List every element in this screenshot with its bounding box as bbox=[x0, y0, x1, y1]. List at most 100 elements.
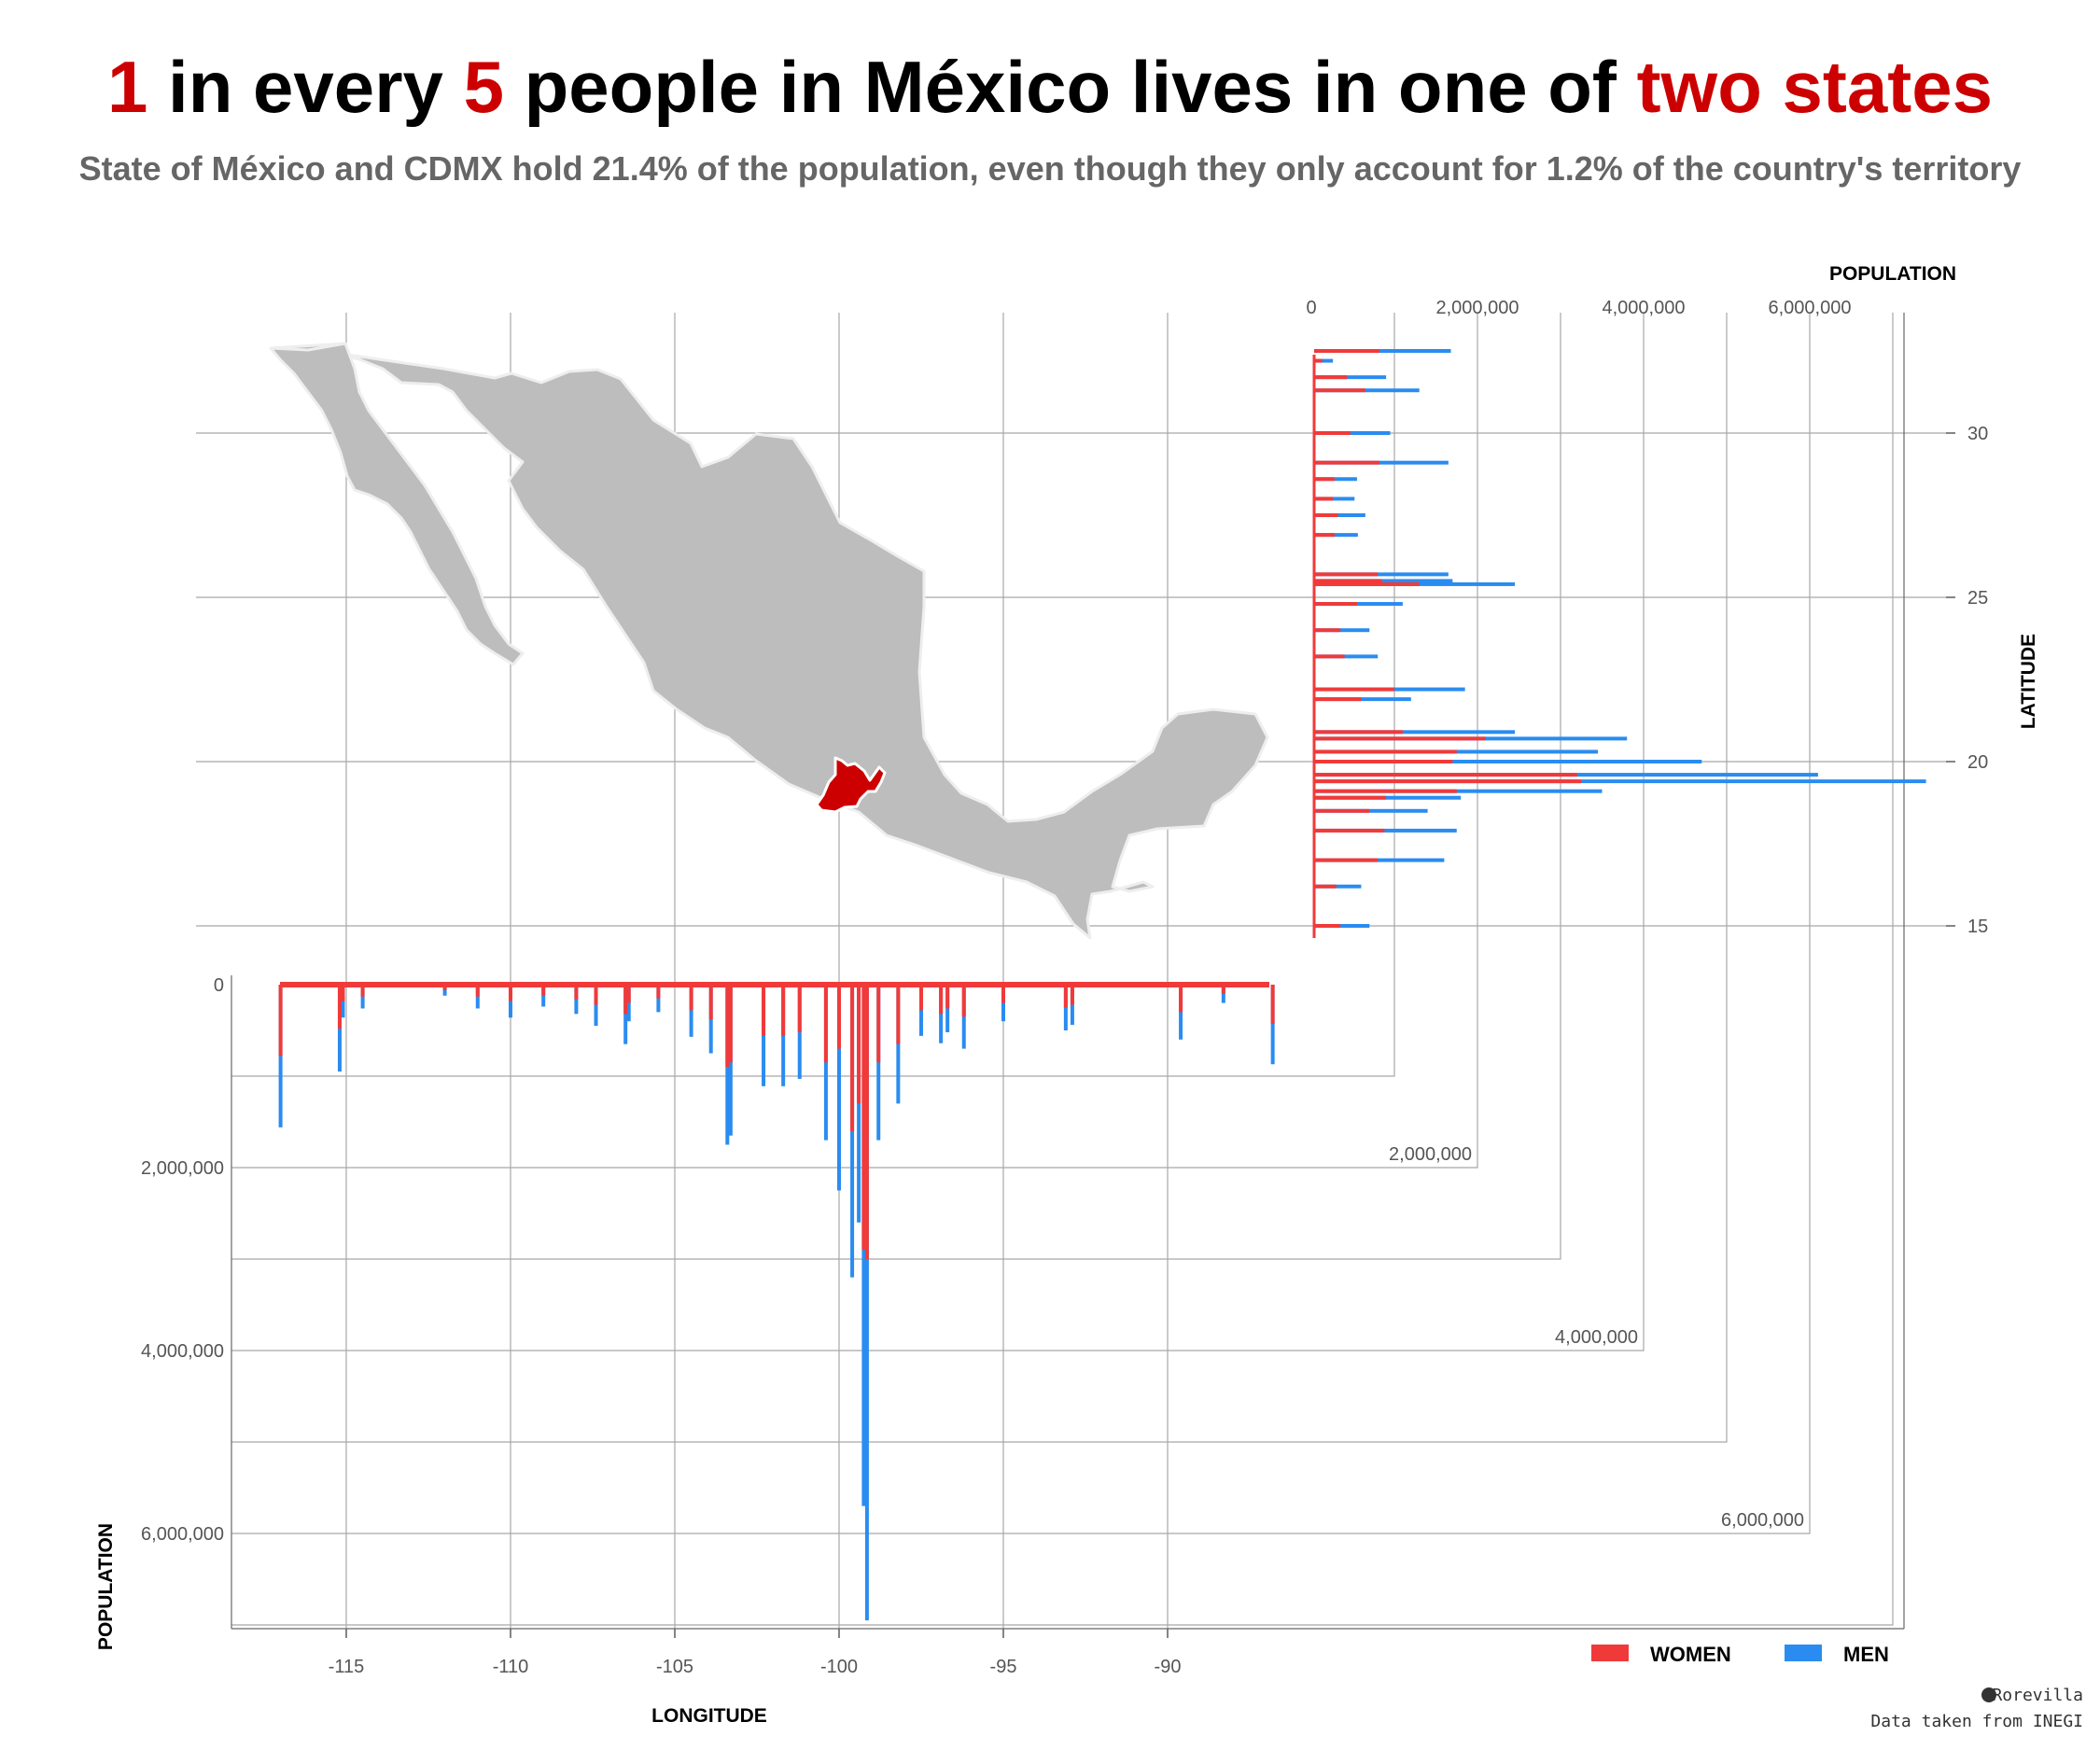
grid-line-pop bbox=[231, 313, 1894, 1626]
bar-men-lon bbox=[837, 985, 841, 1191]
grid-line-pop bbox=[231, 313, 1811, 1534]
population-axis-title-top: POPULATION bbox=[1829, 263, 1956, 285]
tick-label-lat: 15 bbox=[1967, 917, 1988, 937]
bar-women-lat bbox=[1314, 431, 1351, 435]
tick-label-pop-bottom: 2,000,000 bbox=[141, 1158, 224, 1179]
bar-men-lat bbox=[1314, 349, 1451, 353]
bar-men-lat bbox=[1314, 358, 1334, 363]
bar-women-lat bbox=[1314, 773, 1577, 777]
bar-women-lat bbox=[1314, 760, 1453, 763]
bar-women-lon bbox=[945, 985, 950, 1009]
bar-women-lon bbox=[509, 985, 512, 1001]
bar-men-lon bbox=[689, 985, 693, 1037]
bar-women-lat bbox=[1314, 808, 1370, 813]
bar-women-lat bbox=[1314, 579, 1382, 583]
bar-women-lon bbox=[864, 985, 869, 1259]
bar-men-lat bbox=[1314, 497, 1355, 501]
legend: WOMEN MEN bbox=[1591, 1643, 1889, 1666]
bar-men-lat bbox=[1314, 795, 1462, 800]
bar-women-lon bbox=[623, 985, 628, 1015]
bar-women-lat bbox=[1314, 779, 1582, 784]
bar-men-lat bbox=[1314, 884, 1362, 889]
bar-men-lat bbox=[1314, 431, 1391, 435]
legend-men-swatch bbox=[1785, 1645, 1822, 1661]
bar-women-lon bbox=[861, 985, 866, 1251]
bar-women-lat bbox=[1314, 375, 1348, 380]
tick-label-lon: -105 bbox=[656, 1657, 693, 1677]
tick-label-lat: 25 bbox=[1967, 588, 1988, 609]
bar-women-lat bbox=[1314, 828, 1385, 833]
bar-women-lon bbox=[961, 985, 966, 1017]
credit-author: Rorevilla bbox=[1992, 1686, 2083, 1705]
grid-lines bbox=[196, 313, 1955, 1638]
tick-label-pop-corner: 4,000,000 bbox=[1555, 1327, 1638, 1348]
bar-women-lon bbox=[656, 985, 661, 999]
bar-women-lon bbox=[1270, 985, 1275, 1025]
bar-women-lon bbox=[850, 985, 855, 1131]
bar-women-lon bbox=[574, 985, 579, 1000]
chart-subtitle: State of México and CDMX hold 21.4% of t… bbox=[78, 149, 2022, 188]
bar-men-lat bbox=[1314, 375, 1387, 380]
bar-women-lon bbox=[689, 985, 693, 1011]
legend-women-label: WOMEN bbox=[1650, 1643, 1731, 1666]
tick-label-lon: -100 bbox=[820, 1657, 858, 1677]
longitude-axis-title: LONGITUDE bbox=[651, 1705, 767, 1727]
bar-men-lat bbox=[1314, 654, 1379, 659]
tick-label-lon: -95 bbox=[990, 1657, 1017, 1677]
bar-women-lat bbox=[1314, 795, 1387, 800]
bar-men-lat bbox=[1314, 697, 1411, 702]
tick-label-pop-bottom: 4,000,000 bbox=[141, 1341, 224, 1362]
bar-men-lat bbox=[1314, 533, 1358, 538]
bar-women-lat bbox=[1314, 749, 1457, 754]
bar-men-lat bbox=[1314, 760, 1702, 763]
bar-women-lon bbox=[541, 985, 546, 996]
bar-women-lon bbox=[278, 985, 283, 1057]
bar-women-lat bbox=[1314, 924, 1341, 928]
bar-women-lat bbox=[1314, 884, 1337, 889]
tick-label-pop-corner: 2,000,000 bbox=[1389, 1144, 1472, 1165]
bar-women-lat bbox=[1314, 730, 1403, 735]
bar-men-lat bbox=[1314, 828, 1457, 833]
title-two-states: two states bbox=[1636, 46, 1993, 128]
bar-women-lat bbox=[1314, 533, 1335, 538]
bar-men-lat bbox=[1314, 572, 1449, 577]
tick-label-lat: 20 bbox=[1967, 752, 1988, 773]
bar-women-lat bbox=[1314, 858, 1379, 862]
tick-label-lon: -110 bbox=[493, 1657, 529, 1677]
title-part-2: in every bbox=[147, 46, 464, 128]
bar-women-lat bbox=[1314, 572, 1379, 577]
bar-women-lon bbox=[823, 985, 828, 1063]
bar-women-lon bbox=[857, 985, 861, 1104]
tick-label-lat: 30 bbox=[1967, 424, 1988, 444]
bar-men-lat bbox=[1314, 602, 1403, 607]
tick-label-pop-bottom: 0 bbox=[214, 975, 224, 996]
title-number-1: 1 bbox=[107, 46, 148, 128]
bar-women-lat bbox=[1314, 697, 1362, 702]
github-icon bbox=[1981, 1687, 1996, 1702]
bar-women-lat bbox=[1314, 789, 1457, 793]
title-number-5: 5 bbox=[463, 46, 504, 128]
bar-women-lat bbox=[1314, 358, 1323, 363]
bar-men-lat bbox=[1314, 513, 1365, 517]
bar-women-lon bbox=[475, 985, 480, 997]
bar-men-lon bbox=[594, 985, 598, 1027]
bar-women-lat bbox=[1314, 602, 1357, 607]
tick-label-pop-top: 6,000,000 bbox=[1769, 298, 1852, 318]
bar-women-lon bbox=[896, 985, 901, 1044]
grid-line-pop bbox=[231, 313, 1395, 1077]
bar-women-lat bbox=[1314, 628, 1341, 633]
title-part-4: people in México lives in one of bbox=[503, 46, 1637, 128]
bar-men-lat bbox=[1314, 779, 1926, 784]
bar-women-lon bbox=[1063, 985, 1068, 1008]
bar-men-lat bbox=[1314, 924, 1370, 928]
legend-men-label: MEN bbox=[1843, 1643, 1889, 1666]
bar-women-lon bbox=[1070, 985, 1074, 1005]
bar-women-lon bbox=[837, 985, 841, 1049]
population-axis-title-bottom: POPULATION bbox=[95, 1523, 117, 1650]
bar-women-lat bbox=[1314, 460, 1379, 465]
bar-women-lon bbox=[360, 985, 365, 997]
mexico-map bbox=[269, 342, 1269, 940]
bar-women-lat bbox=[1314, 349, 1379, 353]
tick-label-pop-top: 0 bbox=[1306, 298, 1316, 318]
grid-line-pop bbox=[231, 313, 1561, 1260]
